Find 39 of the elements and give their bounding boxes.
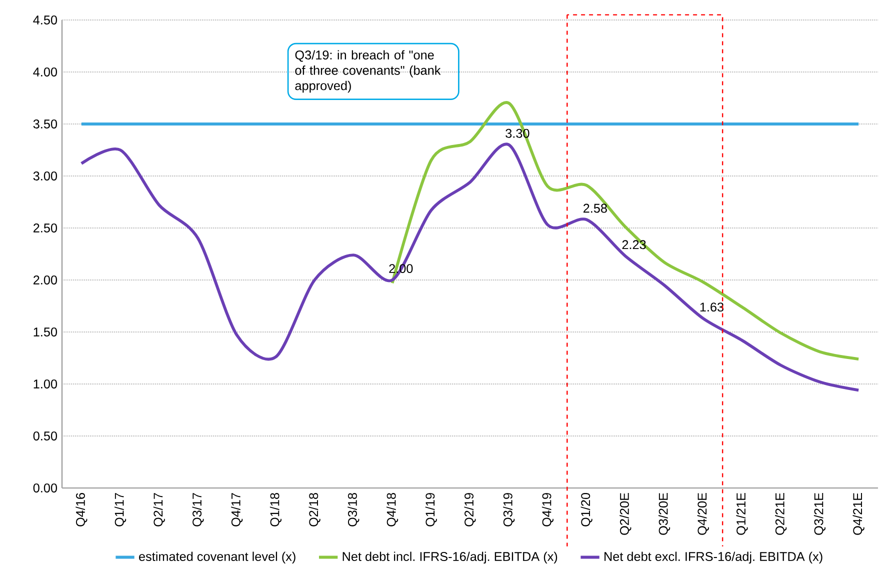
legend-label: Net debt excl. IFRS-16/adj. EBITDA (x) <box>604 552 822 564</box>
x-tick-label: Q2/21E <box>775 493 787 535</box>
x-tick-label: Q1/21E <box>736 493 748 535</box>
x-tick-label: Q2/20E <box>620 493 632 535</box>
x-tick-label: Q3/21E <box>814 493 826 535</box>
x-tick-label: Q3/20E <box>658 493 670 535</box>
x-tick-label: Q2/19 <box>464 493 476 526</box>
y-tick-label: 1.00 <box>34 380 58 388</box>
x-tick-label: Q1/19 <box>425 493 437 526</box>
x-tick-label: Q3/17 <box>192 493 204 526</box>
legend-label: estimated covenant level (x) <box>139 552 296 564</box>
x-tick-label: Q1/18 <box>270 493 282 526</box>
x-tick-label: Q4/17 <box>231 493 243 526</box>
x-tick-label: Q3/18 <box>348 493 360 526</box>
y-tick-label: 0.50 <box>33 432 58 440</box>
x-tick-label: Q2/17 <box>153 493 165 526</box>
y-tick-label: 1.50 <box>34 328 58 336</box>
line-series <box>80 143 860 392</box>
x-tick-label: Q3/19 <box>503 493 515 526</box>
x-tick-label: Q4/19 <box>542 493 554 526</box>
y-tick-label: 4.00 <box>33 68 58 76</box>
x-tick-label: Q4/21E <box>852 493 864 535</box>
legend-label: Net debt incl. IFRS-16/adj. EBITDA (x) <box>342 552 558 564</box>
y-tick-label: 3.00 <box>33 172 58 180</box>
x-tick-label: Q4/16 <box>76 493 88 526</box>
x-tick-label: Q1/20 <box>580 492 592 526</box>
y-tick-label: 2.00 <box>33 276 58 284</box>
y-tick-label: 2.50 <box>33 224 58 232</box>
x-tick-label: Q1/17 <box>114 493 126 526</box>
annotation: Q3/19: in breach of "one of three covenants" (bank approved) <box>295 50 441 93</box>
data-label: 2.58 <box>583 204 607 213</box>
line-series <box>390 101 860 360</box>
x-tick-label: Q2/18 <box>308 493 320 526</box>
y-tick-label: 3.50 <box>33 120 58 128</box>
data-label: 1.63 <box>700 302 724 312</box>
x-tick-label: Q4/20E <box>697 493 709 535</box>
y-tick-label: 4.50 <box>33 16 58 24</box>
y-tick-label: 0.00 <box>33 484 58 492</box>
x-tick-label: Q4/18 <box>386 493 398 526</box>
